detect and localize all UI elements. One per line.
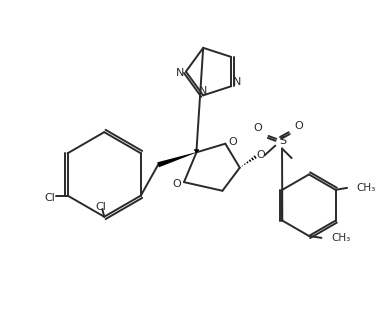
Text: Cl: Cl <box>95 202 106 212</box>
Text: Cl: Cl <box>45 193 56 203</box>
Text: N: N <box>199 86 208 96</box>
Text: N: N <box>176 67 184 78</box>
Text: O: O <box>172 179 181 189</box>
Polygon shape <box>157 152 197 167</box>
Text: CH₃: CH₃ <box>331 233 350 243</box>
Text: O: O <box>254 123 262 133</box>
Text: S: S <box>279 136 287 146</box>
Text: O: O <box>229 137 237 147</box>
Text: O: O <box>294 121 303 131</box>
Text: CH₃: CH₃ <box>357 183 376 193</box>
Text: N: N <box>233 77 241 87</box>
Text: O: O <box>257 150 265 160</box>
